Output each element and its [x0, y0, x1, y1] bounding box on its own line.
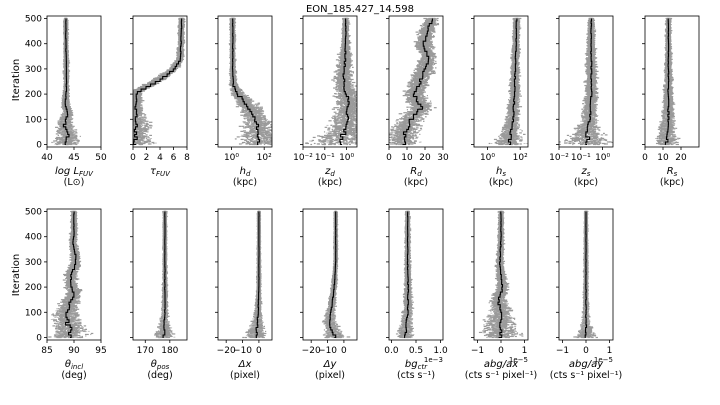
y-tick-label: 300	[25, 65, 42, 75]
x-axis-label: τFUV	[150, 166, 171, 178]
trace-panel-tau-fuv: 0 2 4 6 8 τFUV	[130, 15, 190, 178]
y-tick-label: 100	[25, 115, 42, 125]
y-tick-label: 400	[25, 40, 42, 50]
row2-ylabel: Iteration	[11, 254, 22, 296]
y-tick-label: 200	[25, 90, 42, 100]
chain-median-line	[62, 18, 70, 146]
x-tick-label: 4	[157, 153, 163, 163]
row1-ylabel: Iteration	[11, 59, 22, 101]
x-tick-label: 2	[144, 153, 150, 163]
figure-title: EON_185.427_14.598	[306, 4, 414, 15]
x-tick-label: 8	[184, 153, 190, 163]
x-tick-label: 50	[95, 153, 107, 163]
x-tick-label: 40	[41, 153, 53, 163]
y-tick-label: 0	[36, 140, 42, 150]
x-tick-label: 45	[68, 153, 79, 163]
x-tick-label: 6	[171, 153, 177, 163]
x-axis-unit: (L⊙)	[64, 177, 85, 188]
y-tick-label: 500	[25, 15, 42, 25]
chain-median-line	[133, 18, 183, 146]
x-axis-label: log LFUV	[55, 166, 94, 178]
x-tick-label: 0	[130, 153, 136, 163]
